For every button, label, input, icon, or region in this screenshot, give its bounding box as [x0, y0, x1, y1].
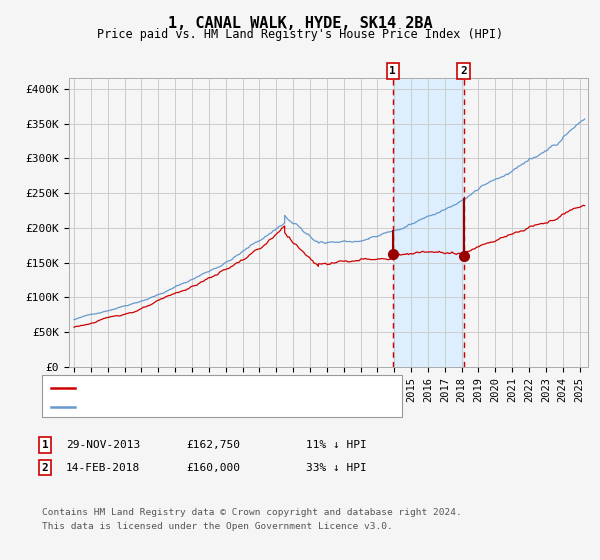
- Text: HPI: Average price, detached house, Tameside: HPI: Average price, detached house, Tame…: [80, 402, 355, 412]
- Text: 1: 1: [389, 66, 396, 76]
- Text: 2: 2: [41, 463, 49, 473]
- Text: 14-FEB-2018: 14-FEB-2018: [66, 463, 140, 473]
- Text: Contains HM Land Registry data © Crown copyright and database right 2024.: Contains HM Land Registry data © Crown c…: [42, 508, 462, 517]
- Text: £162,750: £162,750: [186, 440, 240, 450]
- Text: This data is licensed under the Open Government Licence v3.0.: This data is licensed under the Open Gov…: [42, 522, 393, 531]
- Text: Price paid vs. HM Land Registry's House Price Index (HPI): Price paid vs. HM Land Registry's House …: [97, 28, 503, 41]
- Text: 33% ↓ HPI: 33% ↓ HPI: [306, 463, 367, 473]
- Text: 1, CANAL WALK, HYDE, SK14 2BA (detached house): 1, CANAL WALK, HYDE, SK14 2BA (detached …: [80, 383, 367, 393]
- Text: 1, CANAL WALK, HYDE, SK14 2BA: 1, CANAL WALK, HYDE, SK14 2BA: [167, 16, 433, 31]
- Bar: [393, 78, 464, 367]
- Text: 29-NOV-2013: 29-NOV-2013: [66, 440, 140, 450]
- Text: 11% ↓ HPI: 11% ↓ HPI: [306, 440, 367, 450]
- Text: 1: 1: [41, 440, 49, 450]
- Text: £160,000: £160,000: [186, 463, 240, 473]
- Text: 2: 2: [460, 66, 467, 76]
